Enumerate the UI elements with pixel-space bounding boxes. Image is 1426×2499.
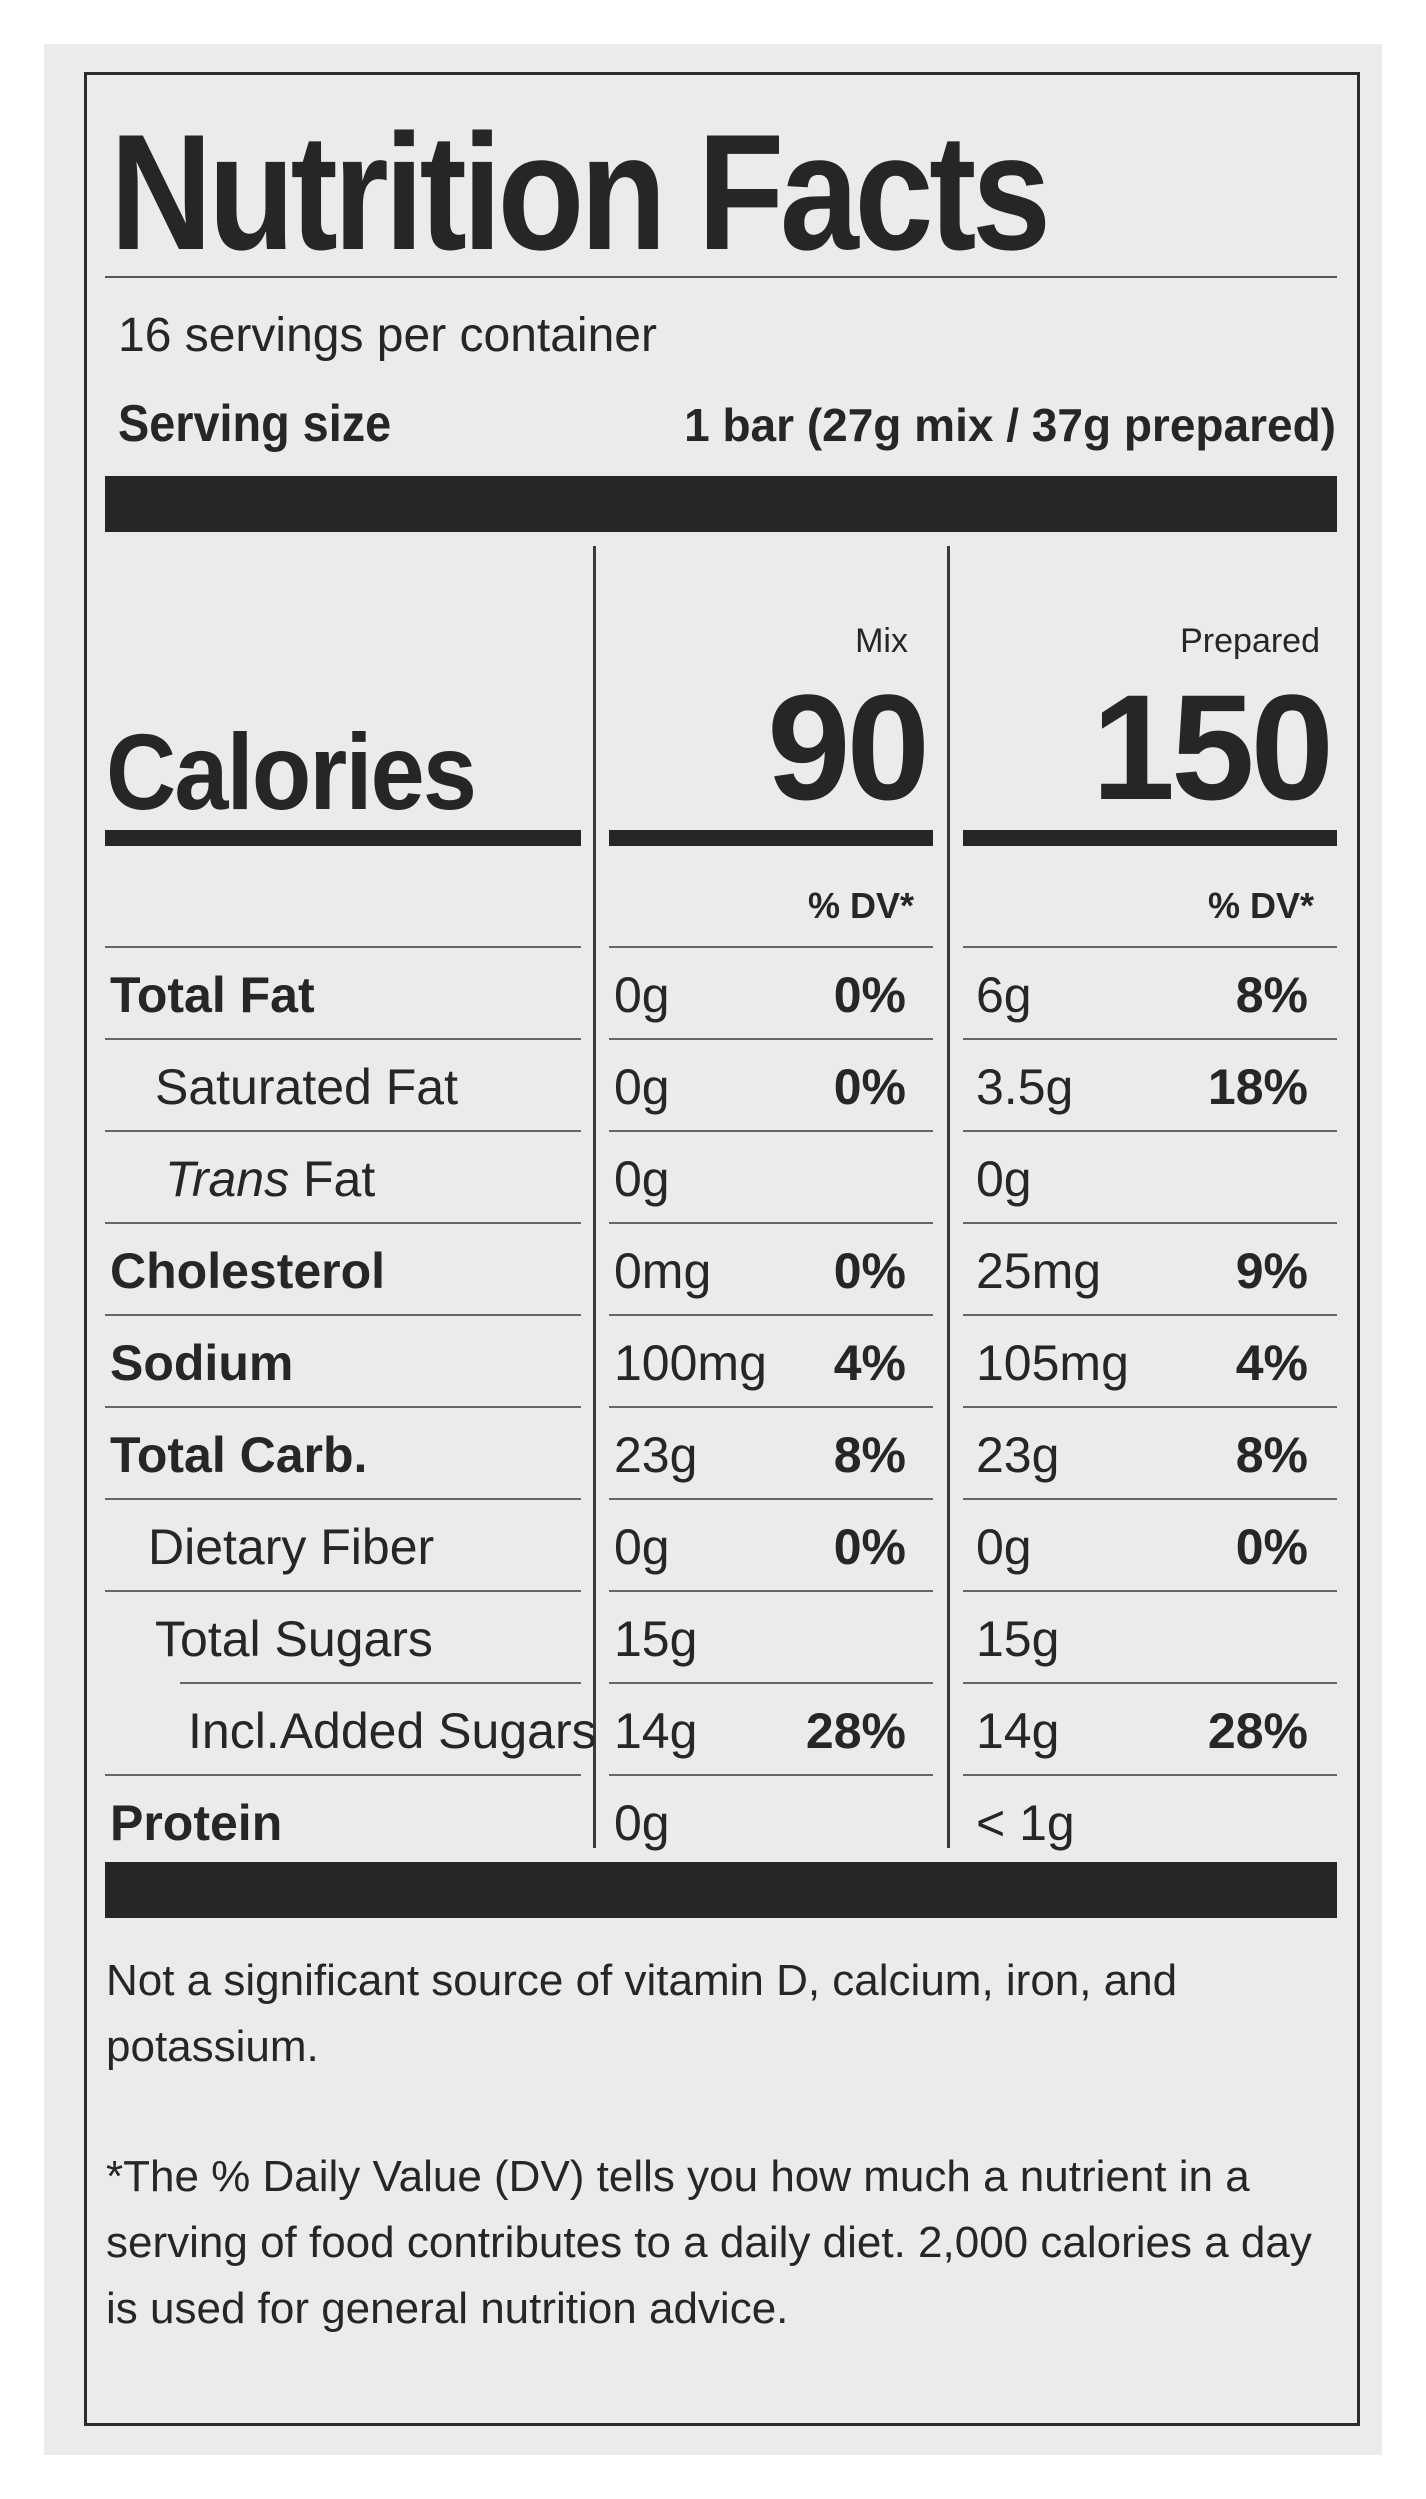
mix-dv: 0% <box>833 1059 906 1115</box>
footnote-daily-value: *The % Daily Value (DV) tells you how mu… <box>106 2152 1312 2333</box>
prepared-amount: 14g <box>976 1703 1060 1759</box>
prepared-amount: 0g <box>976 1519 1032 1575</box>
mix-calories: 90 <box>767 663 930 831</box>
nutrient-row-protein: Protein 0g < 1g <box>0 1774 1426 1866</box>
prepared-dv: 8% <box>1235 1427 1308 1483</box>
calories-rule-mix <box>609 830 933 846</box>
mix-amount: 14g <box>614 1703 698 1759</box>
nutrient-row-saturated-fat: Saturated Fat 0g 0% 3.5g 18% <box>0 1038 1426 1130</box>
thick-divider-top <box>105 476 1337 532</box>
mix-dv: 4% <box>833 1335 906 1391</box>
nutrient-row-cholesterol: Cholesterol 0mg 0% 25mg 9% <box>0 1222 1426 1314</box>
nutrient-row-total-sugars: Total Sugars 15g 15g <box>0 1590 1426 1682</box>
calories-rule-label <box>105 830 581 846</box>
prepared-calories: 150 <box>1091 663 1334 831</box>
nutrient-row-total-fat: Total Fat 0g 0% 6g 8% <box>0 946 1426 1038</box>
nutrient-name: Protein <box>110 1795 283 1851</box>
prepared-dv: 0% <box>1235 1519 1308 1575</box>
mix-amount: 0g <box>614 1795 670 1851</box>
nutrient-name: Trans Fat <box>165 1151 376 1207</box>
prepared-dv: 18% <box>1207 1059 1308 1115</box>
nutrient-name: Incl.Added Sugars <box>188 1703 597 1759</box>
nutrient-row-sodium: Sodium 100mg 4% 105mg 4% <box>0 1314 1426 1406</box>
prepared-amount: 3.5g <box>976 1059 1074 1115</box>
nutrient-row-added-sugars: Incl.Added Sugars 14g 28% 14g 28% <box>0 1682 1426 1774</box>
footnote-nutrients: Not a significant source of vitamin D, c… <box>106 1956 1178 2071</box>
prepared-dv: 9% <box>1235 1243 1308 1299</box>
prepared-amount: 25mg <box>976 1243 1102 1299</box>
column-divider-mix <box>593 546 596 1848</box>
prepared-amount: 23g <box>976 1427 1060 1483</box>
prepared-dv-header: % DV* <box>1207 885 1314 926</box>
title-divider <box>105 276 1337 278</box>
nutrient-name: Total Fat <box>110 967 315 1023</box>
mix-dv: 0% <box>833 1519 906 1575</box>
mix-dv-header: % DV* <box>807 885 914 926</box>
thick-divider-bottom <box>105 1862 1337 1918</box>
prepared-amount: 0g <box>976 1151 1032 1207</box>
nutrient-row-total-carb: Total Carb. 23g 8% 23g 8% <box>0 1406 1426 1498</box>
nutrient-name: Cholesterol <box>110 1243 386 1299</box>
nutrition-label-frame <box>84 72 1360 2426</box>
prepared-dv: 28% <box>1207 1703 1308 1759</box>
nutrient-name: Total Sugars <box>155 1611 433 1667</box>
nutrient-row-dietary-fiber: Dietary Fiber 0g 0% 0g 0% <box>0 1498 1426 1590</box>
prepared-amount: 6g <box>976 967 1032 1023</box>
nutrient-name: Saturated Fat <box>155 1059 458 1115</box>
nutrient-row-trans-fat: Trans Fat 0g 0g <box>0 1130 1426 1222</box>
nutrient-name: Total Carb. <box>110 1427 368 1483</box>
mix-dv: 0% <box>833 967 906 1023</box>
mix-column-header: Mix <box>855 622 908 660</box>
mix-dv: 28% <box>805 1703 906 1759</box>
mix-dv: 8% <box>833 1427 906 1483</box>
mix-amount: 0mg <box>614 1243 712 1299</box>
prepared-dv: 4% <box>1235 1335 1308 1391</box>
mix-amount: 0g <box>614 1151 670 1207</box>
serving-size-value: 1 bar (27g mix / 37g prepared) <box>684 399 1336 451</box>
mix-amount: 0g <box>614 1059 670 1115</box>
prepared-amount: 105mg <box>976 1335 1129 1391</box>
prepared-amount: < 1g <box>976 1795 1075 1851</box>
mix-dv: 0% <box>833 1243 906 1299</box>
nutrient-name: Dietary Fiber <box>148 1519 435 1575</box>
calories-rule-prepared <box>963 830 1337 846</box>
servings-per-container: 16 servings per container <box>118 309 657 362</box>
prepared-amount: 15g <box>976 1611 1060 1667</box>
label-title: Nutrition Facts <box>110 100 1051 284</box>
package-background <box>44 44 1382 2455</box>
mix-amount: 100mg <box>614 1335 767 1391</box>
prepared-dv: 8% <box>1235 967 1308 1023</box>
mix-amount: 15g <box>614 1611 698 1667</box>
mix-amount: 23g <box>614 1427 698 1483</box>
calories-label: Calories <box>106 711 477 832</box>
serving-size-label: Serving size <box>118 395 392 453</box>
prepared-column-header: Prepared <box>1180 622 1320 660</box>
mix-amount: 0g <box>614 1519 670 1575</box>
column-divider-prepared <box>947 546 950 1848</box>
mix-amount: 0g <box>614 967 670 1023</box>
nutrient-name: Sodium <box>110 1335 294 1391</box>
